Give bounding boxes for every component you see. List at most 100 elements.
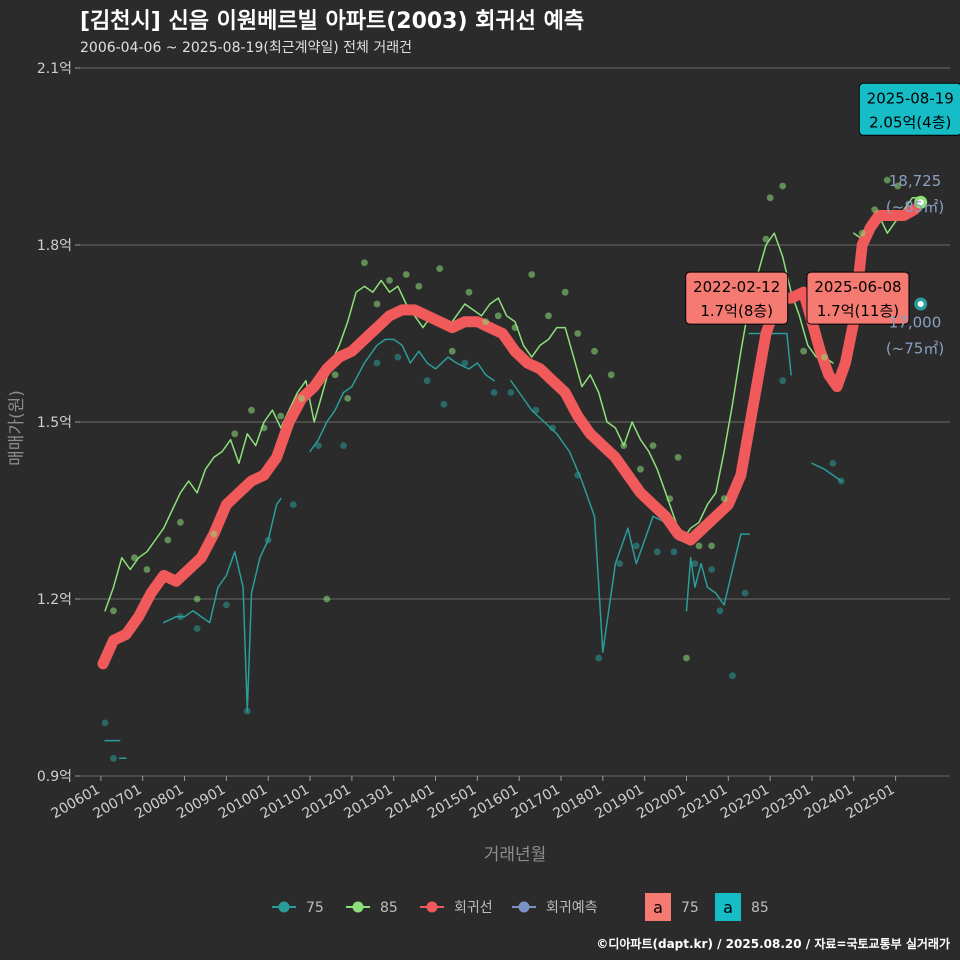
scatter-point-75: [595, 654, 603, 662]
scatter-point-85: [277, 412, 285, 420]
scatter-point-85: [607, 371, 615, 379]
scatter-point-75: [193, 625, 201, 632]
y-tick-label: 1.5억: [37, 415, 72, 431]
scatter-point-85: [720, 495, 728, 503]
scatter-point-75: [653, 548, 661, 556]
scatter-point-75: [632, 542, 640, 550]
scatter-point-75: [315, 442, 322, 449]
scatter-point-85: [779, 182, 787, 190]
scatter-point-75: [423, 377, 431, 385]
scatter-point-85: [666, 495, 674, 503]
series-line-85: [104, 232, 834, 612]
scatter-point-75: [532, 406, 540, 414]
scatter-point-85: [176, 518, 184, 526]
chart-subtitle: 2006-04-06 ~ 2025-08-19(최근계약일) 전체 거래건: [80, 40, 412, 56]
annotation-text: 1.7억(11층): [817, 302, 899, 320]
legend-label: 85: [380, 900, 398, 916]
scatter-point-85: [871, 206, 879, 214]
series-line-75: [510, 379, 679, 653]
chart-title: [김천시] 신음 이원베르빌 아파트(2003) 회귀선 예측: [80, 9, 584, 34]
scatter-point-85: [545, 312, 552, 320]
scatter-point-85: [164, 536, 172, 544]
scatter-point-85: [143, 566, 151, 573]
scatter-point-85: [260, 424, 268, 432]
scatter-point-75: [829, 459, 837, 467]
scatter-point-85: [620, 442, 628, 449]
x-axis: 2006012007012008012009012010012011012012…: [49, 776, 898, 822]
y-tick-label: 1.2억: [37, 592, 72, 608]
scatter-point-85: [448, 347, 456, 355]
scatter-point-85: [528, 271, 536, 278]
series-line-75: [685, 533, 750, 612]
legend-key-dot: [352, 901, 364, 913]
scatter-point-85: [331, 371, 339, 379]
scatter-point-85: [298, 395, 306, 402]
series-line-75: [162, 497, 282, 712]
scatter-point-85: [683, 654, 690, 662]
scatter-point-85: [231, 430, 239, 438]
scatter-point-75: [394, 353, 402, 361]
endpoint-marker-center-75: [917, 301, 924, 307]
scatter-point-85: [248, 406, 255, 414]
scatter-point-85: [561, 288, 569, 296]
caption: ©디아파트(dapt.kr) / 2025.08.20 / 자료=국토교통부 실…: [596, 936, 950, 951]
legend-key-dot: [518, 901, 530, 913]
y-tick-label: 2.1억: [37, 61, 72, 77]
legend: 75 85 회귀선 회귀예측 a 75 a 85: [272, 893, 769, 921]
scatter-point-75: [708, 566, 715, 573]
scatter-point-75: [616, 560, 623, 567]
scatter-point-85: [511, 324, 519, 331]
scatter-point-75: [741, 589, 749, 597]
annotation-text: 2025-08-19: [867, 89, 954, 107]
scatter-point-85: [883, 176, 891, 184]
annotations: 2025-08-192.05억(4층)2022-02-121.7억(8층)202…: [685, 82, 960, 358]
grid: [80, 67, 950, 777]
annotation-text: 2.05억(4층): [869, 113, 951, 131]
annotation-bg: [685, 271, 789, 325]
side-label: 17,000: [889, 314, 942, 332]
x-axis-title: 거래년월: [484, 845, 547, 865]
scatter-point-85: [386, 277, 393, 284]
annotation-text: 2022-02-12: [693, 278, 780, 296]
scatter-point-75: [289, 501, 297, 508]
annotation-bg: [858, 82, 960, 136]
side-label: (~85㎡): [886, 198, 944, 216]
annotation-bg: [806, 271, 910, 325]
scatter-point-85: [193, 595, 201, 603]
scatter-point-85: [674, 454, 682, 461]
scatter-point-75: [549, 424, 557, 432]
series-line-75: [811, 462, 843, 482]
legend-key-letter: a: [723, 898, 733, 917]
scatter-point-85: [110, 607, 117, 615]
legend-key-box: [645, 893, 671, 921]
scatter-point-85: [591, 347, 598, 355]
scatter-point-85: [344, 395, 352, 402]
scatter-point-85: [373, 300, 381, 308]
scatter-point-85: [858, 229, 866, 237]
regression-line: [97, 204, 920, 670]
scatter-point-85: [415, 282, 423, 290]
scatter-point-75: [837, 477, 845, 485]
scatter-point-75: [440, 400, 448, 408]
scatter-point-85: [762, 235, 770, 243]
scatter-point-85: [465, 288, 473, 296]
scatter-point-85: [323, 595, 331, 603]
scatter-point-85: [361, 259, 368, 267]
scatter-point-85: [436, 265, 444, 272]
scatter-point-85: [695, 542, 703, 550]
y-axis: 0.9억 1.2억 1.5억 1.8억 2.1억: [37, 61, 80, 785]
annotation-box: 2025-06-08 1.7억(11층): [806, 271, 910, 325]
legend-key-dot: [426, 901, 438, 913]
scatter-point-85: [402, 271, 410, 278]
series-line-75: [309, 338, 495, 453]
side-label: 18,725: [889, 172, 942, 190]
legend-key-box: [715, 893, 741, 921]
scatter-point-75: [243, 707, 251, 715]
scatter-point-85: [821, 353, 828, 361]
scatter-point-75: [461, 359, 469, 367]
scatter-point-75: [574, 471, 582, 479]
legend-label: 회귀예측: [546, 900, 598, 916]
annotation-text: 2025-06-08: [814, 278, 901, 296]
x-tick-label: 202501: [843, 782, 897, 823]
